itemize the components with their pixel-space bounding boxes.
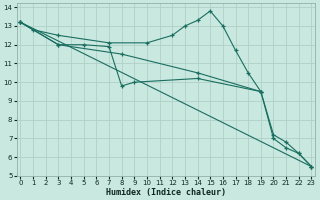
X-axis label: Humidex (Indice chaleur): Humidex (Indice chaleur) xyxy=(106,188,226,197)
